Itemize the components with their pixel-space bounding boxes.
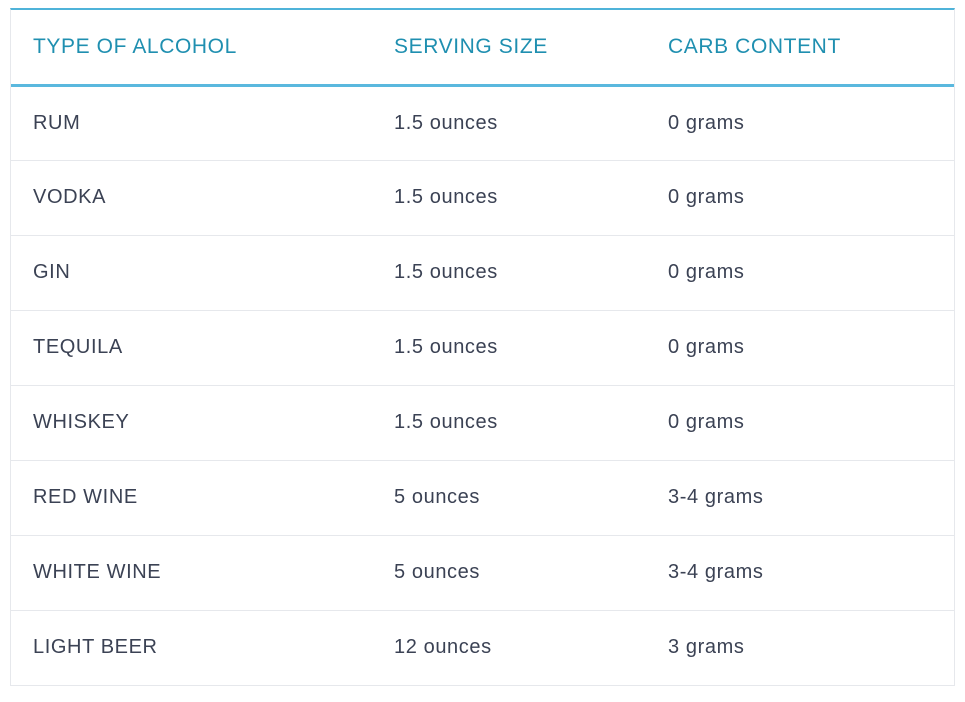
header-serving-size: SERVING SIZE	[372, 10, 646, 87]
cell-carb-content: 0 grams	[668, 111, 745, 134]
header-row: TYPE OF ALCOHOL SERVING SIZE CARB CONTEN…	[11, 10, 954, 87]
cell-serving-size: 1.5 ounces	[372, 309, 646, 385]
cell-carb-content: 0 grams	[646, 309, 954, 385]
cell-alcohol-type: TEQUILA	[11, 309, 372, 385]
cell-carb-content: 3-4 grams	[646, 459, 954, 535]
cell-carb-content: 0 grams	[646, 384, 954, 460]
cell-alcohol-type: LIGHT BEER	[11, 609, 372, 685]
cell-serving-size: 5 ounces	[372, 534, 646, 610]
cell-serving-size: 1.5 ounces	[372, 234, 646, 310]
cell-serving-size: 12 ounces	[372, 609, 646, 685]
cell-serving-size: 1.5 ounces	[394, 111, 498, 134]
header-type-of-alcohol: TYPE OF ALCOHOL	[11, 10, 372, 87]
cell-carb-content: 3 grams	[646, 609, 954, 685]
table-row: VODKA 1.5 ounces 0 grams	[11, 159, 954, 235]
cell-carb-content: 0 grams	[646, 159, 954, 235]
cell-carb-content: 0 grams	[646, 234, 954, 310]
table-body: RUM 1.5 ounces 0 grams VODKA 1.5 ounces …	[11, 85, 954, 685]
cell-alcohol-type: RUM	[33, 111, 81, 134]
table-header: TYPE OF ALCOHOL SERVING SIZE CARB CONTEN…	[11, 10, 954, 87]
cell-alcohol-type: RED WINE	[11, 459, 372, 535]
alcohol-carb-table: TYPE OF ALCOHOL SERVING SIZE CARB CONTEN…	[11, 10, 954, 685]
alcohol-carb-table-container: TYPE OF ALCOHOL SERVING SIZE CARB CONTEN…	[10, 8, 955, 686]
cell-serving-size: 1.5 ounces	[372, 159, 646, 235]
table-row: LIGHT BEER 12 ounces 3 grams	[11, 609, 954, 685]
cell-alcohol-type: WHISKEY	[11, 384, 372, 460]
table-row: TEQUILA 1.5 ounces 0 grams	[11, 309, 954, 385]
table-row: RED WINE 5 ounces 3-4 grams	[11, 459, 954, 535]
header-carb-content: CARB CONTENT	[646, 10, 954, 87]
cell-alcohol-type: VODKA	[11, 159, 372, 235]
cell-alcohol-type: GIN	[11, 234, 372, 310]
table-row: GIN 1.5 ounces 0 grams	[11, 234, 954, 310]
table-row: RUM 1.5 ounces 0 grams	[11, 85, 954, 160]
table-row: WHISKEY 1.5 ounces 0 grams	[11, 384, 954, 460]
cell-carb-content: 3-4 grams	[646, 534, 954, 610]
cell-alcohol-type: WHITE WINE	[11, 534, 372, 610]
table-row: WHITE WINE 5 ounces 3-4 grams	[11, 534, 954, 610]
cell-serving-size: 1.5 ounces	[372, 384, 646, 460]
cell-serving-size: 5 ounces	[372, 459, 646, 535]
